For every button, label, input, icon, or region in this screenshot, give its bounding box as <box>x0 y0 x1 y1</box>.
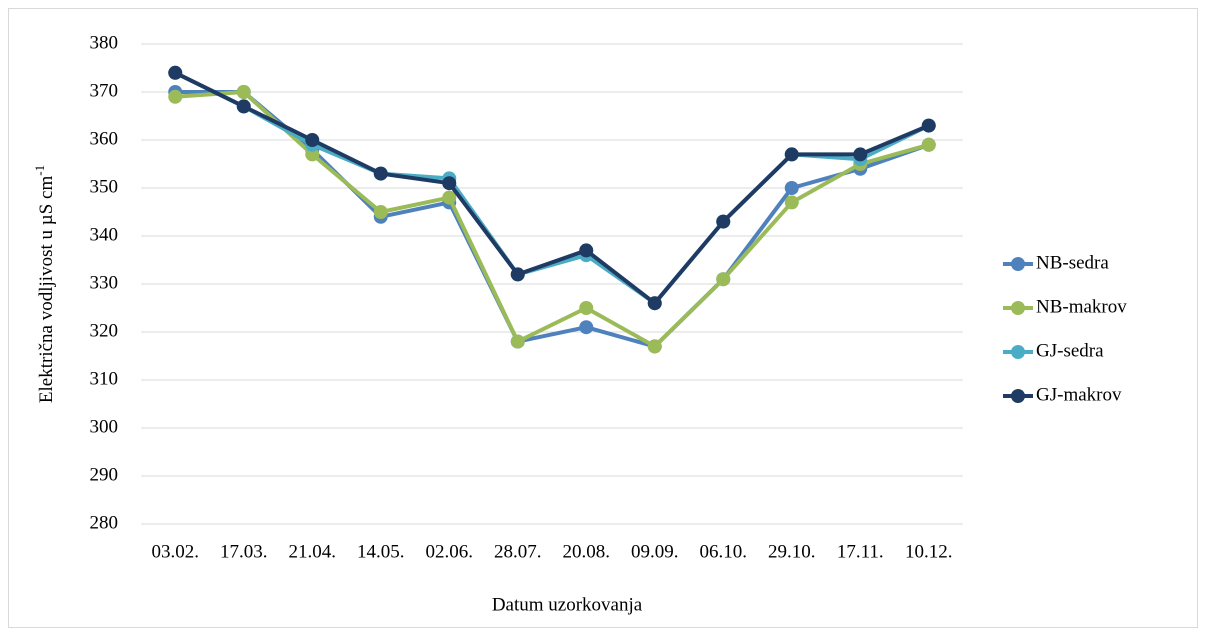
x-tick-label: 09.09. <box>631 541 679 562</box>
data-point <box>921 137 936 152</box>
data-point <box>647 339 662 354</box>
data-point <box>373 166 388 181</box>
x-tick-label: 10.12. <box>905 541 953 562</box>
y-tick-label: 340 <box>90 224 119 245</box>
legend-label: GJ-sedra <box>1036 340 1104 361</box>
legend-swatch-marker <box>1011 301 1025 315</box>
data-point <box>784 181 799 195</box>
data-point <box>510 267 525 282</box>
data-point <box>716 214 731 229</box>
x-axis-label: Datum uzorkovanja <box>492 594 643 615</box>
data-point <box>853 147 868 162</box>
data-point <box>305 133 320 147</box>
y-tick-label: 370 <box>90 80 119 101</box>
y-tick-label: 330 <box>90 272 119 293</box>
data-point <box>442 190 457 205</box>
x-tick-label: 17.11. <box>837 541 884 562</box>
y-tick-label: 290 <box>90 464 119 485</box>
data-point <box>236 85 251 99</box>
legend-swatch-marker <box>1011 257 1025 271</box>
legend-swatch-marker <box>1011 389 1025 403</box>
series-line <box>175 90 930 349</box>
y-tick-label: 320 <box>90 320 119 341</box>
data-point <box>647 296 662 311</box>
legend-swatch-marker <box>1011 345 1025 359</box>
data-point <box>579 301 594 315</box>
data-point <box>236 99 251 114</box>
data-point <box>305 147 320 162</box>
y-tick-label: 310 <box>90 368 119 389</box>
data-point <box>579 243 594 258</box>
legend-label: NB-sedra <box>1036 252 1109 273</box>
data-point <box>168 89 183 104</box>
data-point <box>716 272 731 287</box>
y-tick-label: 350 <box>90 176 119 197</box>
x-tick-label: 02.06. <box>426 541 474 562</box>
y-axis-label-main: Električna vodljivost u µS cm <box>36 176 57 404</box>
y-tick-label: 380 <box>90 32 119 53</box>
data-point <box>373 205 388 219</box>
data-point <box>921 118 936 133</box>
data-point <box>510 334 525 349</box>
legend-label: NB-makrov <box>1036 296 1127 317</box>
x-tick-label: 28.07. <box>494 541 542 562</box>
x-tick-label: 21.04. <box>289 541 337 562</box>
x-tick-label: 14.05. <box>357 541 405 562</box>
x-tick-label: 20.08. <box>563 541 611 562</box>
x-tick-label: 17.03. <box>220 541 268 562</box>
data-point <box>168 65 183 80</box>
data-point <box>442 176 457 191</box>
data-point <box>784 195 799 210</box>
x-tick-label: 06.10. <box>700 541 748 562</box>
data-point <box>784 147 799 162</box>
y-tick-label: 360 <box>90 128 119 149</box>
x-tick-label: 03.02. <box>152 541 200 562</box>
y-axis-label-sup: -1 <box>32 165 47 176</box>
y-tick-label: 280 <box>90 512 119 533</box>
y-tick-label: 300 <box>90 416 119 437</box>
y-axis-label: Električna vodljivost u µS cm-1 <box>32 165 57 403</box>
x-tick-label: 29.10. <box>768 541 816 562</box>
legend-label: GJ-makrov <box>1036 384 1122 405</box>
series-line <box>174 71 930 306</box>
data-point <box>579 320 594 335</box>
